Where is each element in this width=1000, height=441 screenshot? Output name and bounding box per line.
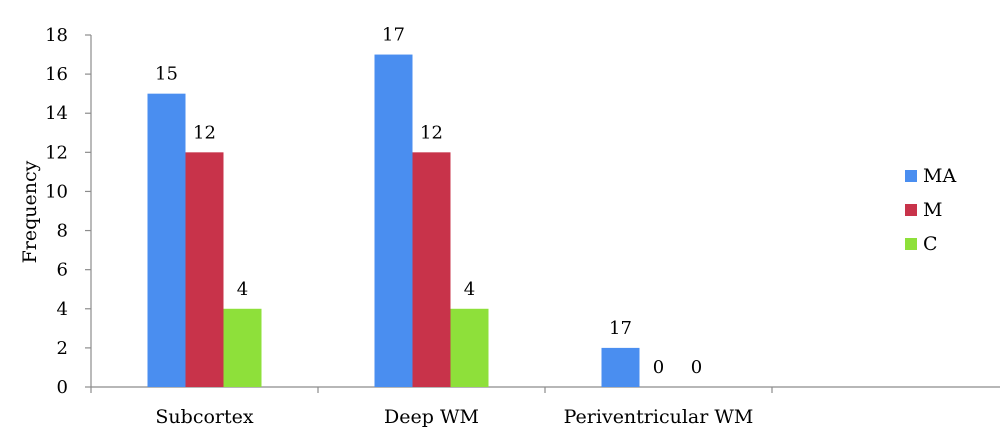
data-label: 17: [382, 25, 405, 46]
bar-c-0: [223, 308, 262, 387]
x-category-label: Periventricular WM: [564, 406, 754, 428]
data-labels: 15 12 4 17 12 4 17 0 0: [155, 25, 702, 378]
data-label: 12: [420, 122, 443, 143]
y-tick-label: 6: [57, 260, 68, 281]
data-label: 4: [237, 279, 248, 300]
y-tick-label: 8: [57, 221, 68, 242]
legend-label: M: [923, 199, 942, 221]
data-label: 12: [193, 122, 216, 143]
y-tick-label: 14: [45, 103, 68, 124]
bars: [147, 54, 640, 388]
legend: MA MC: [905, 165, 956, 255]
legend-swatch-ma: [905, 170, 917, 182]
legend-swatch-m: [905, 204, 917, 216]
y-tick-label: 0: [57, 377, 68, 398]
y-tick-label: 2: [57, 338, 68, 359]
bar-ma-1: [374, 54, 413, 388]
data-label: 15: [155, 64, 178, 85]
data-label: 17: [609, 318, 632, 339]
y-tick-label: 18: [45, 25, 68, 46]
x-category-label: Deep WM: [384, 406, 479, 428]
legend-label: C: [923, 233, 938, 255]
y-tick-label: 4: [57, 299, 68, 320]
data-label: 0: [691, 357, 702, 378]
y-axis-title: Frequency: [19, 160, 41, 263]
data-label: 4: [464, 279, 475, 300]
bar-c-1: [450, 308, 489, 387]
y-tick-label: 16: [45, 64, 68, 85]
bar-ma-0: [147, 93, 186, 388]
x-category-label: Subcortex: [155, 406, 253, 428]
x-axis: Subcortex Deep WM Periventricular WM: [90, 386, 1000, 428]
legend-label: MA: [923, 165, 956, 187]
bar-m-1: [412, 152, 451, 387]
bar-ma-2: [601, 347, 640, 387]
data-label: 0: [653, 357, 664, 378]
y-axis: 0 2 4 6 8 10 12 14 16 18: [45, 25, 92, 398]
bar-m-0: [185, 152, 224, 387]
legend-swatch-c: [905, 238, 917, 250]
y-tick-label: 12: [45, 142, 68, 163]
y-tick-label: 10: [45, 181, 68, 202]
